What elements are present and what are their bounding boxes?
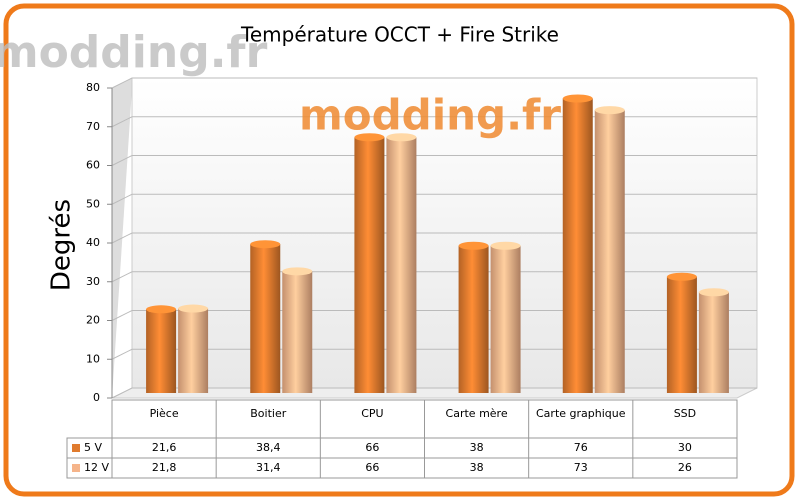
bar-top <box>282 267 313 276</box>
grid-line <box>111 77 757 89</box>
value-label: 38 <box>470 441 484 454</box>
grid-line <box>111 310 757 321</box>
bar-body <box>250 244 281 393</box>
value-label: 31,4 <box>256 461 281 474</box>
bar <box>250 240 281 393</box>
y-tick-label: 40 <box>86 236 100 249</box>
bar-body <box>490 245 521 393</box>
bar <box>594 106 625 393</box>
y-axis-label: Degrés <box>47 199 77 291</box>
x-tick-label: Boitier <box>250 407 286 420</box>
bar-body <box>354 137 385 393</box>
bar-top <box>250 240 281 249</box>
value-label: 30 <box>678 441 692 454</box>
chart-title: Température OCCT + Fire Strike <box>240 23 559 47</box>
bar-body <box>178 308 209 393</box>
floor <box>111 387 758 399</box>
bar <box>562 94 593 393</box>
x-tick-label: Pièce <box>150 407 179 420</box>
bar-top <box>458 241 489 250</box>
bar-body <box>146 309 177 393</box>
bar-top <box>354 133 385 142</box>
grid-line <box>111 348 757 360</box>
bar <box>386 133 417 393</box>
bar <box>698 288 729 393</box>
bar-top <box>490 241 521 250</box>
value-label: 38 <box>470 461 484 474</box>
bar-top <box>666 272 697 281</box>
value-label: 66 <box>365 441 379 454</box>
value-label: 21,6 <box>152 441 177 454</box>
watermark: modding.fr <box>0 27 268 78</box>
bar-top <box>146 305 177 314</box>
value-label: 26 <box>678 461 692 474</box>
legend-swatch <box>72 464 80 472</box>
value-label: 66 <box>365 461 379 474</box>
bar <box>458 241 489 393</box>
bar-body <box>594 110 625 393</box>
y-tick-label: 10 <box>86 352 100 365</box>
x-tick-label: Carte mère <box>446 407 508 420</box>
grid-line <box>111 155 757 166</box>
watermark: modding.fr <box>299 91 561 140</box>
y-tick-label: 30 <box>86 275 100 288</box>
legend-label: 12 V <box>84 461 109 474</box>
bar <box>282 267 313 393</box>
y-tick-label: 0 <box>93 391 100 404</box>
bar-body <box>698 292 729 393</box>
bar-top <box>594 106 625 115</box>
x-tick-label: Carte graphique <box>536 407 626 420</box>
value-label: 73 <box>574 461 588 474</box>
bar <box>666 272 697 393</box>
y-tick-label: 20 <box>86 314 100 327</box>
y-tick-label: 80 <box>86 81 100 94</box>
value-label: 21,8 <box>152 461 177 474</box>
bar <box>490 241 521 393</box>
bar-body <box>666 276 697 393</box>
bar <box>146 305 177 393</box>
x-tick-label: CPU <box>361 407 383 420</box>
bar <box>354 133 385 393</box>
y-tick-label: 50 <box>86 197 100 210</box>
grid-line <box>111 116 757 128</box>
bar-body <box>386 137 417 393</box>
y-tick-label: 60 <box>86 159 100 172</box>
bar-body <box>282 271 313 393</box>
bar-top <box>386 133 417 142</box>
bar-body <box>458 245 489 393</box>
grid-line <box>111 387 757 399</box>
grid-line <box>111 271 757 283</box>
legend-label: 5 V <box>84 441 102 454</box>
bar <box>178 304 209 393</box>
bar-top <box>698 288 729 297</box>
grid-line <box>111 232 757 244</box>
grid-line <box>111 193 757 205</box>
bar-top <box>562 94 593 103</box>
x-tick-label: SSD <box>674 407 696 420</box>
bar-body <box>562 98 593 393</box>
legend-swatch <box>72 444 80 452</box>
bar-top <box>178 304 209 313</box>
value-label: 76 <box>574 441 588 454</box>
y-tick-label: 70 <box>86 120 100 133</box>
value-label: 38,4 <box>256 441 281 454</box>
